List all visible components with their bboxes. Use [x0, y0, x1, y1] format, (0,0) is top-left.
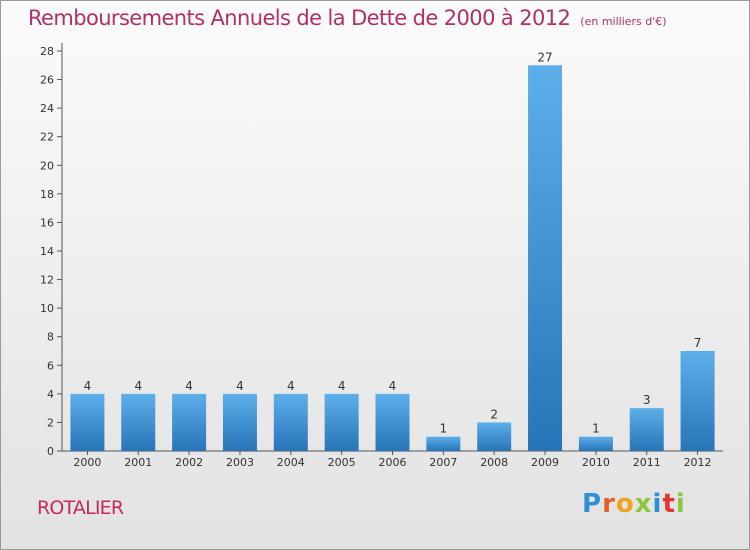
x-tick-label: 2004 [277, 456, 305, 469]
commune-name: ROTALIER [37, 497, 124, 519]
bar [528, 65, 563, 452]
x-tick-label: 2000 [73, 456, 101, 469]
x-tick-label: 2002 [175, 456, 203, 469]
x-tick-label: 2009 [531, 456, 559, 469]
bar-value-label: 3 [643, 393, 651, 407]
y-tick-label: 24 [40, 102, 54, 115]
bar [680, 351, 715, 451]
logo-letter: o [615, 489, 635, 519]
proxiti-logo: Proxiti [582, 489, 686, 519]
y-tick-label: 28 [40, 45, 54, 58]
bar [172, 393, 207, 451]
bar-value-label: 4 [185, 379, 193, 393]
plot-area: 0246810121416182022242628420004200142002… [40, 43, 723, 469]
bar-value-label: 4 [389, 379, 397, 393]
bar-value-label: 4 [236, 379, 244, 393]
bar [375, 393, 410, 451]
bar [273, 393, 308, 451]
logo-letter: P [582, 489, 603, 519]
bar-value-label: 2 [490, 407, 498, 421]
bar [121, 393, 156, 451]
x-tick-label: 2011 [633, 456, 661, 469]
logo-letter: r [602, 489, 616, 519]
bar-value-label: 27 [537, 50, 552, 64]
y-tick-label: 6 [47, 359, 54, 372]
bar [629, 408, 664, 451]
x-tick-label: 2003 [226, 456, 254, 469]
y-tick-label: 26 [40, 74, 54, 87]
bar-value-label: 4 [338, 379, 346, 393]
x-tick-label: 2006 [379, 456, 407, 469]
bar [222, 393, 257, 451]
bar-value-label: 4 [134, 379, 142, 393]
y-tick-label: 18 [40, 188, 54, 201]
y-tick-label: 16 [40, 216, 54, 229]
x-tick-label: 2012 [684, 456, 712, 469]
y-tick-label: 10 [40, 302, 54, 315]
y-tick-label: 20 [40, 159, 54, 172]
bar-value-label: 1 [592, 422, 600, 436]
y-tick-label: 12 [40, 274, 54, 287]
y-tick-label: 22 [40, 131, 54, 144]
x-tick-label: 2005 [328, 456, 356, 469]
x-tick-label: 2008 [480, 456, 508, 469]
y-tick-label: 14 [40, 245, 54, 258]
y-tick-label: 2 [47, 416, 54, 429]
y-tick-label: 4 [47, 388, 54, 401]
x-tick-label: 2001 [124, 456, 152, 469]
y-tick-label: 8 [47, 331, 54, 344]
x-tick-label: 2010 [582, 456, 610, 469]
bar-value-label: 4 [287, 379, 295, 393]
logo-letter: x [634, 489, 653, 519]
chart-title: Remboursements Annuels de la Dette de 20… [28, 6, 667, 30]
bar [477, 422, 512, 451]
logo-letter: i [652, 489, 663, 519]
bar [70, 393, 105, 451]
title-unit: (en milliers d'€) [580, 15, 667, 28]
bar-value-label: 4 [84, 379, 92, 393]
title-text: Remboursements Annuels de la Dette de 20… [28, 6, 571, 30]
logo-letter: i [675, 489, 686, 519]
bar [426, 436, 461, 451]
bar-value-label: 1 [440, 422, 448, 436]
y-tick-label: 0 [47, 445, 54, 458]
x-tick-label: 2007 [429, 456, 457, 469]
bar [324, 393, 359, 451]
logo-letter: t [662, 489, 676, 519]
bar-value-label: 7 [694, 336, 702, 350]
bar [578, 436, 613, 451]
